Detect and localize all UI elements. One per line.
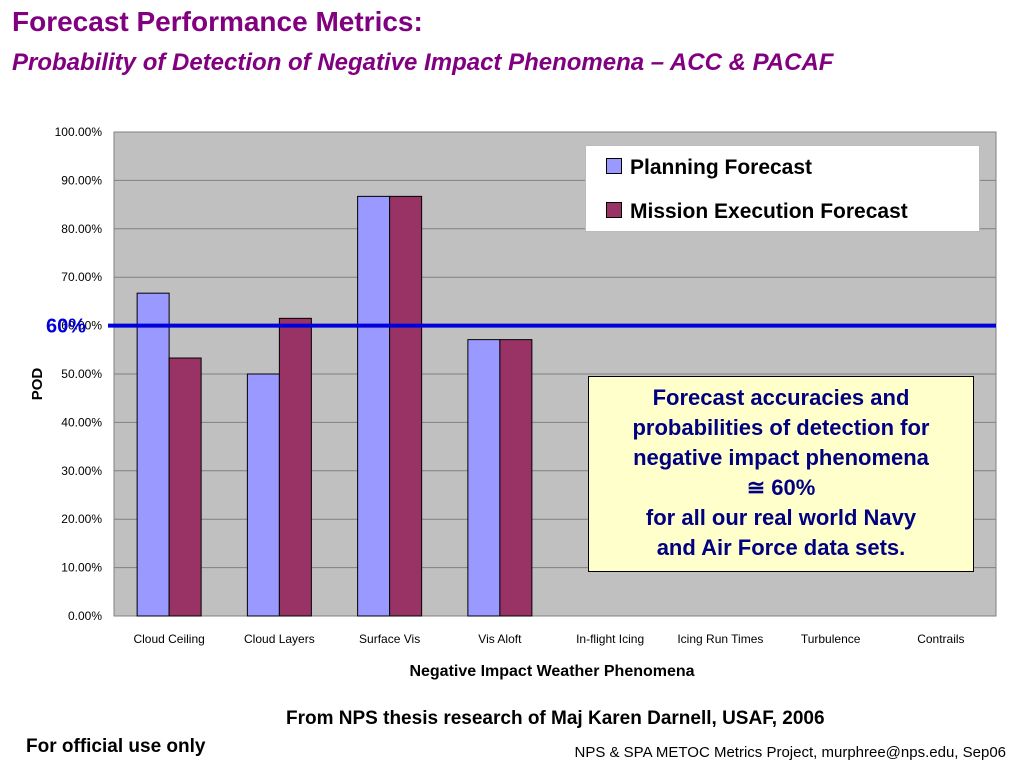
y-tick-label: 0.00% <box>68 609 102 623</box>
bar-planning-0 <box>136 292 170 617</box>
slide-subtitle: Probability of Detection of Negative Imp… <box>12 49 834 76</box>
y-tick-label: 100.00% <box>55 125 103 139</box>
x-tick-label: Contrails <box>917 632 964 646</box>
y-axis-label: POD <box>29 368 46 401</box>
y-tick-label: 50.00% <box>61 367 102 381</box>
y-tick-label: 90.00% <box>61 173 102 187</box>
x-tick-label: Surface Vis <box>359 632 420 646</box>
y-tick-label: 80.00% <box>61 222 102 236</box>
x-tick-label: Turbulence <box>801 632 861 646</box>
legend-label-planning: Planning Forecast <box>630 156 813 179</box>
legend-swatch-mission <box>606 202 622 219</box>
y-tick-label: 60.00% <box>61 319 102 333</box>
x-tick-label: Icing Run Times <box>677 632 763 646</box>
x-tick-label: Vis Aloft <box>478 632 522 646</box>
bar-planning-3 <box>467 339 501 617</box>
legend-label-mission: Mission Execution Forecast <box>630 200 908 223</box>
chart-legend: Planning Forecast Mission Execution Fore… <box>585 145 980 232</box>
footer-credit: NPS & SPA METOC Metrics Project, murphre… <box>574 744 1006 761</box>
y-tick-label: 20.00% <box>61 512 102 526</box>
bar-mission-0 <box>168 357 202 617</box>
x-axis-label: Negative Impact Weather Phenomena <box>409 663 694 680</box>
legend-item-mission: Mission Execution Forecast <box>606 200 908 224</box>
slide-title: Forecast Performance Metrics: <box>12 6 423 37</box>
bar-mission-2 <box>389 195 423 617</box>
official-use-label: For official use only <box>26 736 206 757</box>
y-tick-label: 10.00% <box>61 561 102 575</box>
bar-planning-2 <box>357 195 391 617</box>
annotation-box: Forecast accuracies and probabilities of… <box>588 376 974 572</box>
bar-planning-1 <box>246 373 280 617</box>
y-tick-label: 30.00% <box>61 464 102 478</box>
legend-swatch-planning <box>606 158 622 175</box>
source-note: From NPS thesis research of Maj Karen Da… <box>286 708 825 729</box>
bar-mission-1 <box>278 317 312 617</box>
reference-line-label: 60% <box>46 316 86 338</box>
x-tick-label: Cloud Ceiling <box>133 632 204 646</box>
legend-item-planning: Planning Forecast <box>606 156 812 180</box>
y-tick-label: 70.00% <box>61 270 102 284</box>
y-tick-label: 40.00% <box>61 415 102 429</box>
pod-bar-chart: 0.00% 10.00% 20.00% 30.00% 40.00% 50.00% 60.00… <box>29 125 997 680</box>
x-tick-label: In-flight Icing <box>576 632 644 646</box>
bar-mission-3 <box>499 339 533 617</box>
x-tick-label: Cloud Layers <box>244 632 315 646</box>
